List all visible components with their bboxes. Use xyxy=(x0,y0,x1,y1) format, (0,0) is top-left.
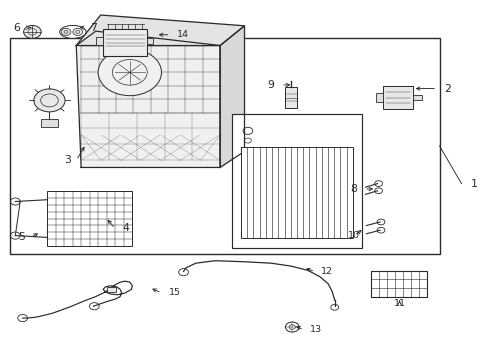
Text: 6: 6 xyxy=(13,23,20,33)
Bar xyxy=(47,191,132,246)
Bar xyxy=(241,147,352,238)
Polygon shape xyxy=(220,26,244,167)
Text: 2: 2 xyxy=(444,84,450,94)
Bar xyxy=(10,39,439,253)
Text: 9: 9 xyxy=(266,80,273,90)
Polygon shape xyxy=(76,31,220,167)
Circle shape xyxy=(98,49,161,96)
Text: 1: 1 xyxy=(470,179,477,189)
Circle shape xyxy=(73,28,82,36)
Ellipse shape xyxy=(60,26,86,39)
Polygon shape xyxy=(76,15,244,45)
Circle shape xyxy=(34,89,65,112)
Bar xyxy=(96,37,103,45)
Bar xyxy=(412,95,422,100)
Text: 14: 14 xyxy=(176,30,188,39)
Text: 8: 8 xyxy=(349,184,356,194)
Bar xyxy=(370,271,427,297)
Bar xyxy=(383,86,412,109)
Text: 4: 4 xyxy=(122,224,129,233)
Text: 3: 3 xyxy=(64,155,71,165)
Text: 15: 15 xyxy=(169,288,181,297)
Bar xyxy=(232,114,361,248)
Text: 12: 12 xyxy=(321,267,333,276)
Bar xyxy=(103,29,147,56)
Text: 11: 11 xyxy=(393,299,405,308)
Text: 7: 7 xyxy=(90,23,97,33)
Bar xyxy=(107,287,116,292)
Text: 5: 5 xyxy=(18,232,24,242)
Bar xyxy=(285,87,297,108)
Text: 13: 13 xyxy=(309,325,322,334)
Circle shape xyxy=(61,28,71,36)
Bar xyxy=(375,93,383,102)
Circle shape xyxy=(23,26,41,39)
Bar xyxy=(147,38,153,44)
Bar xyxy=(41,120,58,127)
Text: 10: 10 xyxy=(347,231,360,240)
